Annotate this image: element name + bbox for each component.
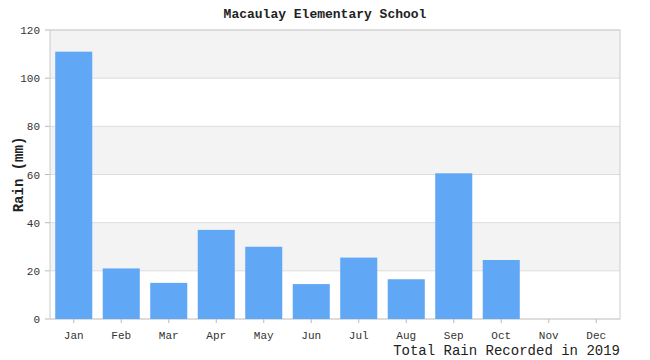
grid-line (50, 78, 620, 79)
tick-mark (45, 30, 50, 31)
x-tick-mark (548, 319, 549, 323)
x-tick-label: Nov (539, 330, 559, 342)
x-tick-label: Dec (586, 330, 606, 342)
y-tick-label: 80 (27, 121, 40, 133)
grid-band (50, 223, 620, 271)
bar (530, 319, 567, 320)
chart-svg: 0 20 40 60 80 100 120 Jan Feb Mar Apr May Jun Jul Aug S… (0, 0, 650, 360)
x-tick-mark (501, 319, 502, 323)
bar (55, 52, 92, 319)
grid-line (50, 222, 620, 223)
subtitle: Total Rain Recorded in 2019 (393, 343, 620, 359)
x-tick-mark (358, 319, 359, 323)
x-tick-label: Jun (301, 330, 321, 342)
y-tick-label: 0 (33, 314, 40, 326)
x-tick-mark (596, 319, 597, 323)
plot-frame (50, 30, 620, 319)
y-tick-label: 40 (27, 218, 40, 230)
x-tick-label: May (254, 330, 274, 342)
grid-line (50, 126, 620, 127)
x-tick-mark (406, 319, 407, 323)
tick-mark (45, 78, 50, 79)
y-tick-label: 20 (27, 266, 40, 278)
grid-band (50, 30, 620, 78)
bar (198, 230, 235, 319)
title: Macaulay Elementary School (224, 7, 427, 22)
y-axis-label: Rain (mm) (11, 137, 27, 213)
tick-mark (45, 270, 50, 271)
grid-band (50, 126, 620, 174)
x-tick-label: Apr (206, 330, 226, 342)
bar (340, 258, 377, 319)
tick-mark (45, 174, 50, 175)
x-tick-mark (216, 319, 217, 323)
bar (293, 284, 330, 319)
x-tick-label: Jul (349, 330, 369, 342)
y-tick-label: 60 (27, 170, 40, 182)
x-tick-label: Jan (64, 330, 84, 342)
x-tick-label: Sep (444, 330, 464, 342)
x-tick-label: Feb (111, 330, 131, 342)
x-tick-mark (263, 319, 264, 323)
tick-mark (45, 319, 50, 320)
bar (245, 247, 282, 319)
tick-mark (45, 126, 50, 127)
bar (388, 279, 425, 319)
x-tick-mark (168, 319, 169, 323)
bar (578, 319, 615, 320)
y-tick-label: 120 (20, 25, 40, 37)
grid-line (50, 174, 620, 175)
y-tick-label: 100 (20, 73, 40, 85)
x-tick-mark (73, 319, 74, 323)
x-tick-label: Aug (396, 330, 416, 342)
x-tick-mark (311, 319, 312, 323)
x-tick-label: Mar (159, 330, 179, 342)
chart-container: 0 20 40 60 80 100 120 Jan Feb Mar Apr May Jun Jul Aug S… (0, 0, 650, 360)
tick-mark (45, 222, 50, 223)
bar (435, 173, 472, 319)
bars (55, 52, 520, 319)
bar (483, 260, 520, 319)
bar (150, 283, 187, 319)
x-tick-label: Oct (491, 330, 511, 342)
x-tick-mark (453, 319, 454, 323)
bar (103, 268, 140, 319)
x-tick-mark (121, 319, 122, 323)
